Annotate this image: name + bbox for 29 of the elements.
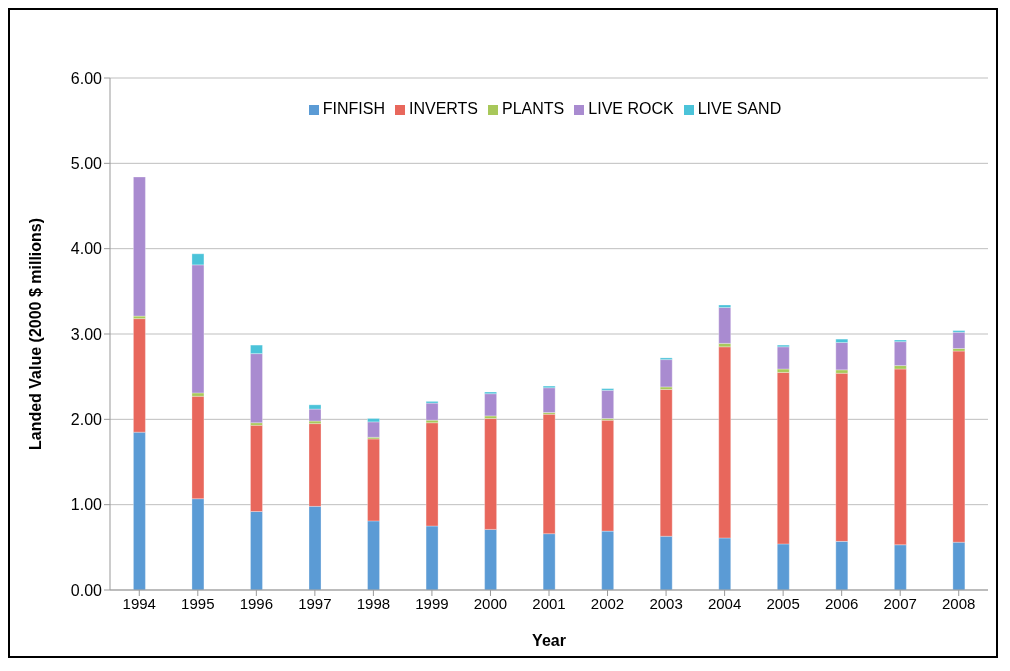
x-tick-label: 1996 xyxy=(239,594,274,612)
x-tick-label: 2006 xyxy=(824,594,859,612)
x-tick-label: 1997 xyxy=(298,594,332,612)
x-tick-label: 2003 xyxy=(649,594,683,612)
legend-label: LIVE SAND xyxy=(697,100,782,117)
x-tick-label: 1995 xyxy=(181,594,215,612)
x-tick-label: 2005 xyxy=(766,594,800,612)
y-tick-label: 6.00 xyxy=(70,69,103,87)
legend-label: INVERTS xyxy=(408,100,479,117)
x-tick-label: 1994 xyxy=(122,594,156,612)
legend-label: PLANTS xyxy=(502,100,565,117)
y-axis-title: Landed Value (2000 $ millions) xyxy=(26,217,44,451)
legend-label: LIVE ROCK xyxy=(588,100,674,117)
y-tick-label: 3.00 xyxy=(70,325,103,343)
legend-label: FINFISH xyxy=(322,100,385,117)
x-tick-label: 2001 xyxy=(532,594,566,612)
y-tick-label: 4.00 xyxy=(70,240,103,258)
y-tick-label: 1.00 xyxy=(70,496,103,514)
x-tick-label: 2007 xyxy=(883,594,917,612)
y-tick-label: 2.00 xyxy=(70,411,103,429)
x-tick-label: 2004 xyxy=(707,594,742,612)
x-tick-label: 1999 xyxy=(415,594,449,612)
y-tick-label: 5.00 xyxy=(70,155,103,173)
y-tick-label: 0.00 xyxy=(70,581,103,599)
x-tick-label: 1998 xyxy=(356,594,391,612)
x-tick-label: 2000 xyxy=(473,594,508,612)
x-tick-label: 2008 xyxy=(942,594,976,612)
x-axis-title: Year xyxy=(532,632,566,649)
x-tick-label: 2002 xyxy=(590,594,625,612)
